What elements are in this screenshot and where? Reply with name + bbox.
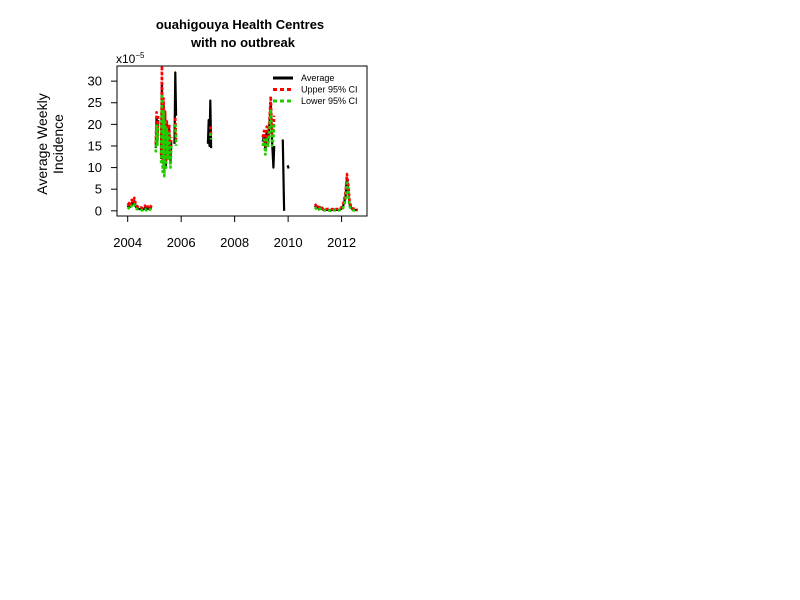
- chart-title-line-2: with no outbreak: [190, 35, 296, 50]
- y-axis-multiplier: x10−5: [116, 51, 145, 66]
- x-tick-label: 2012: [327, 235, 356, 250]
- legend-label: Upper 95% CI: [301, 85, 358, 95]
- series-line-lower-ci: [126, 203, 153, 212]
- y-tick-label: 25: [88, 95, 102, 110]
- y-tick-label: 5: [95, 182, 102, 197]
- y-tick-label: 0: [95, 203, 102, 218]
- y-axis: 0 5 10 15 20 25 30: [88, 74, 117, 218]
- series-line-average: [281, 139, 286, 211]
- series-line-lower-ci: [209, 132, 213, 140]
- y-axis-multiplier-base: x10: [116, 52, 136, 66]
- y-axis-multiplier-exponent: −5: [135, 51, 145, 60]
- series-line-average: [206, 99, 213, 149]
- y-tick-label: 20: [88, 117, 102, 132]
- series-line-lower-ci: [261, 107, 276, 156]
- x-tick-label: 2008: [220, 235, 249, 250]
- series-lines: [126, 66, 359, 213]
- x-tick-label: 2006: [167, 235, 196, 250]
- series-line-average: [286, 165, 290, 169]
- y-tick-label: 30: [88, 74, 102, 89]
- series-line-upper-ci: [173, 117, 178, 140]
- series-line-lower-ci: [173, 124, 178, 147]
- chart-title-line-1: ouahigouya Health Centres: [156, 17, 324, 32]
- y-tick-label: 10: [88, 160, 102, 175]
- y-tick-label: 15: [88, 138, 102, 153]
- y-axis-label-line-1: Average Weekly: [34, 93, 50, 194]
- series-line-lower-ci: [313, 181, 359, 213]
- series-line-upper-ci: [313, 172, 359, 212]
- series-line-lower-ci: [154, 123, 160, 153]
- legend-label: Lower 95% CI: [301, 96, 358, 106]
- legend-label: Average: [301, 73, 334, 83]
- x-axis: 2004 2006 2008 2010 2012: [113, 216, 356, 250]
- y-axis-label-line-2: Incidence: [50, 114, 66, 174]
- x-tick-label: 2010: [274, 235, 303, 250]
- series-line-upper-ci: [126, 196, 153, 210]
- series-line-lower-ci: [159, 92, 173, 178]
- x-tick-label: 2004: [113, 235, 142, 250]
- plot-frame: [116, 65, 368, 217]
